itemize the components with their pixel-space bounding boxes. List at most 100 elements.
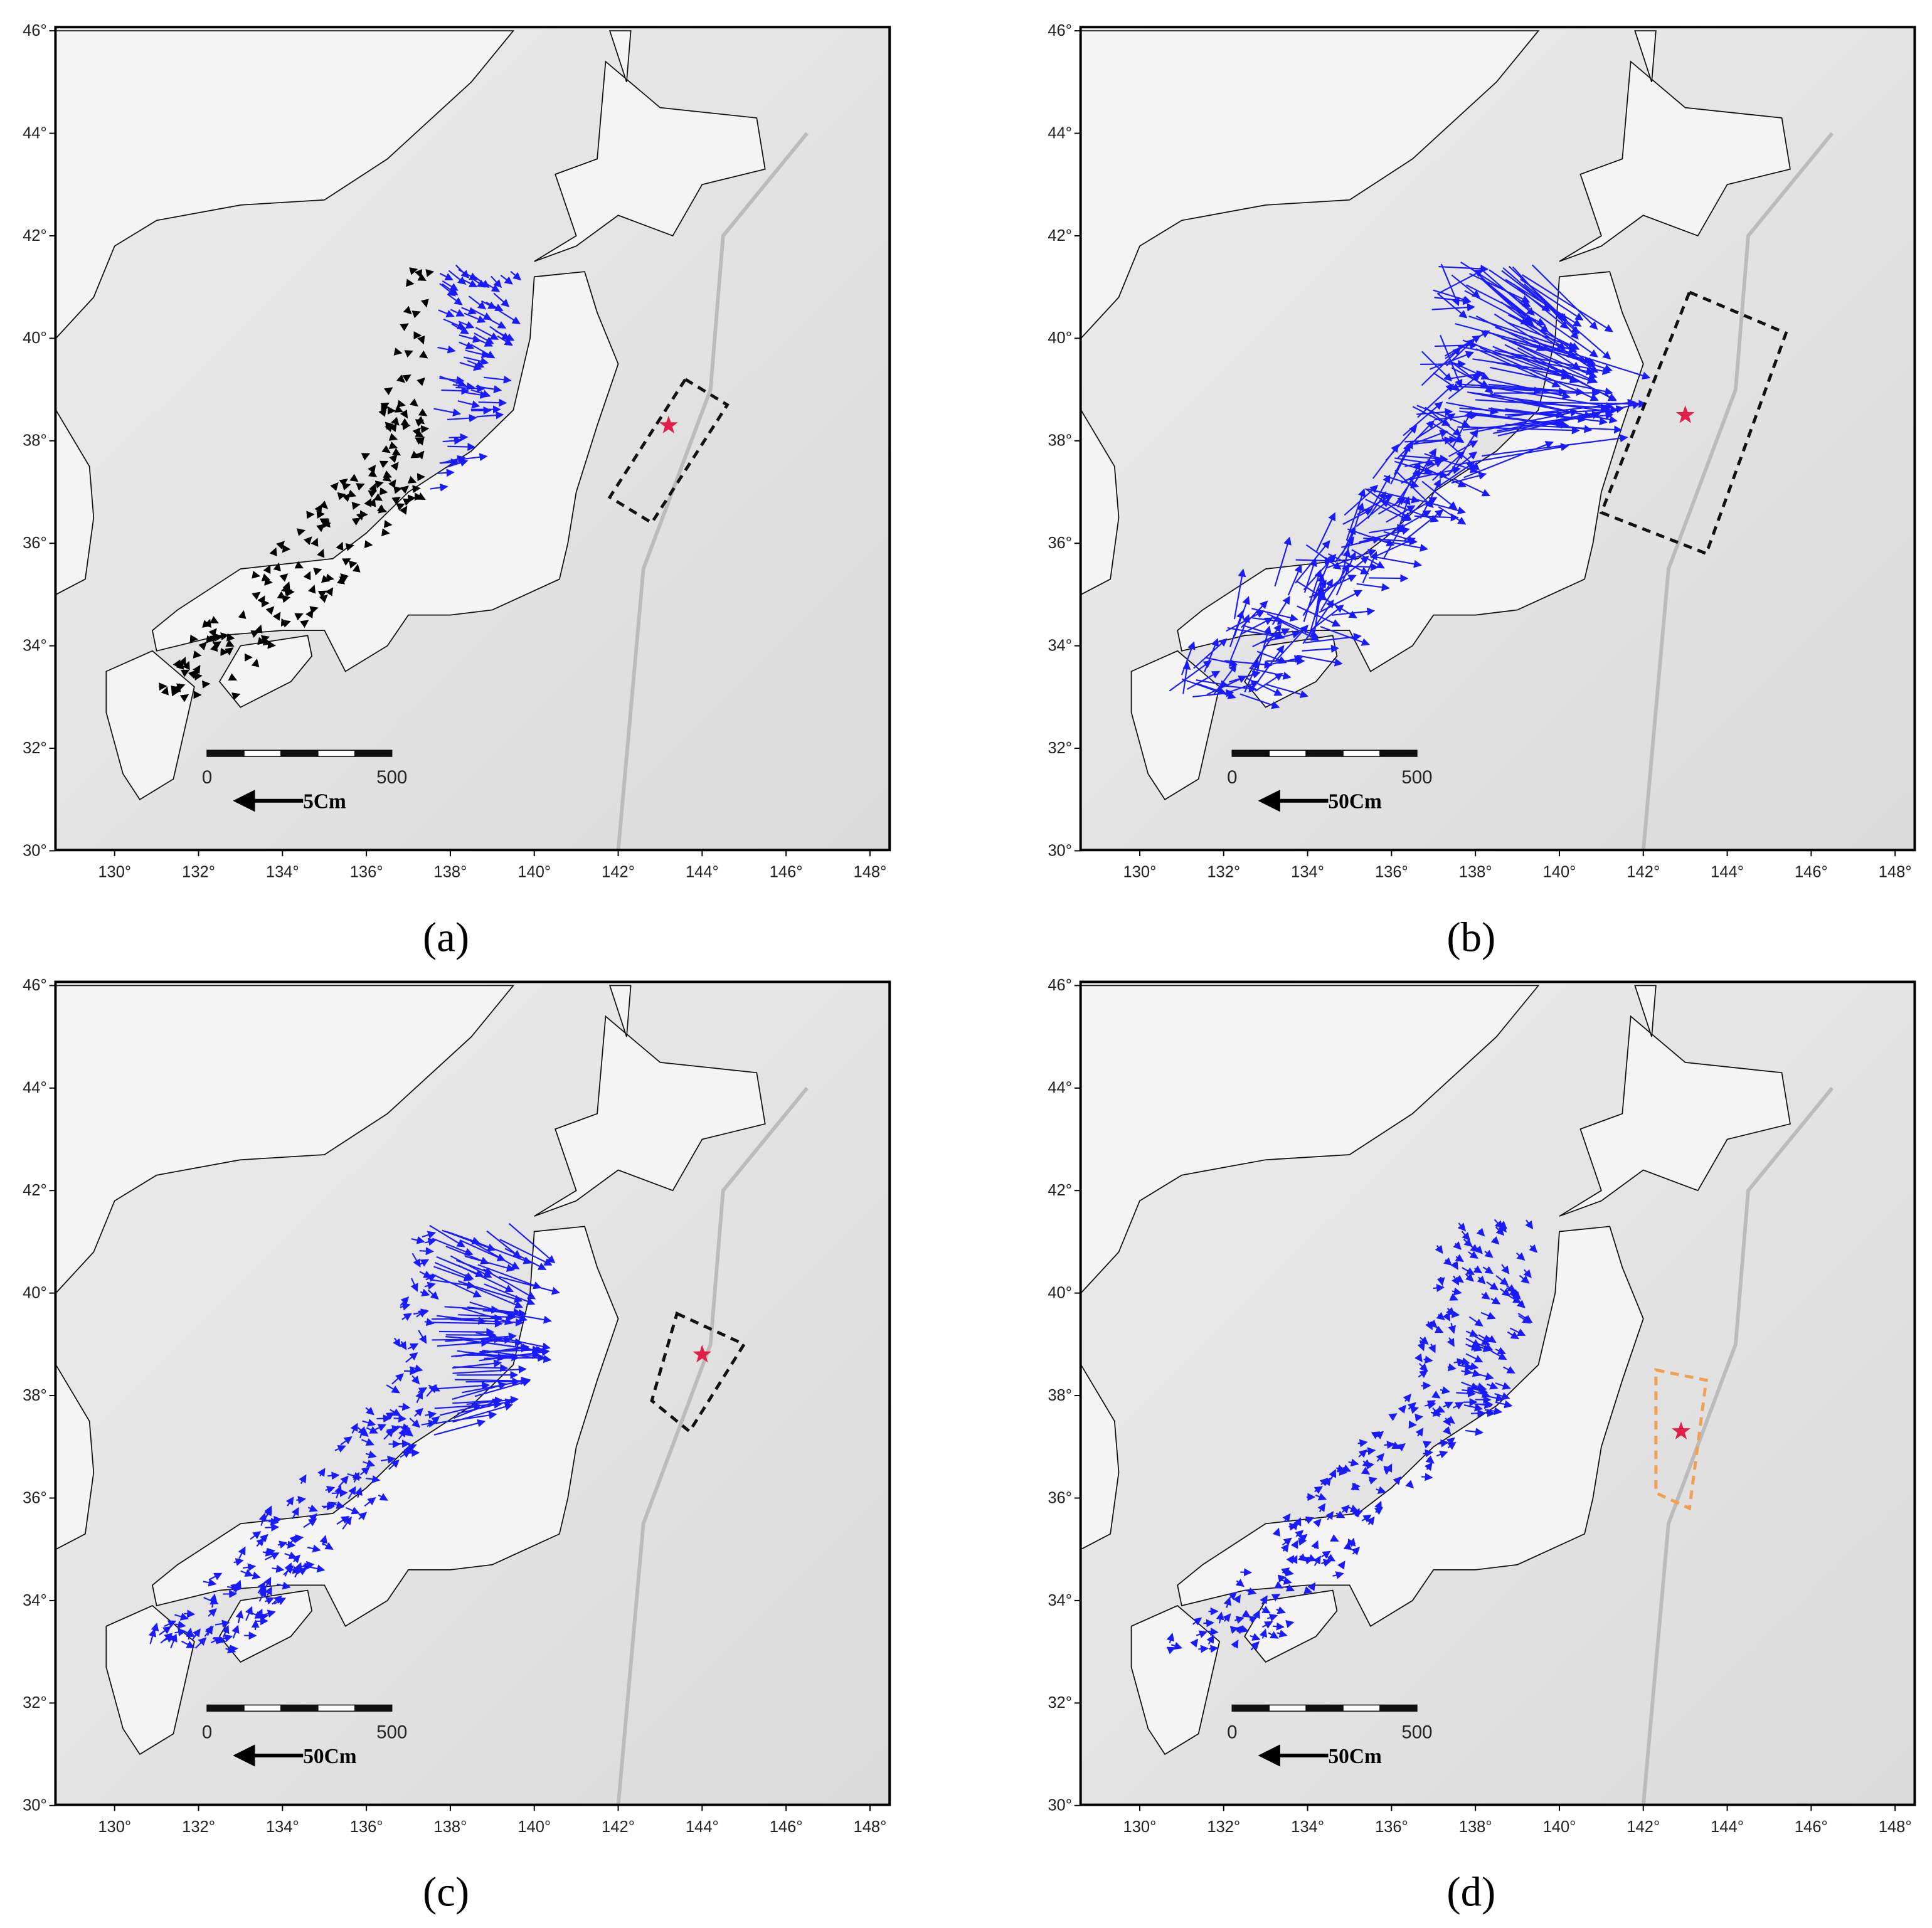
map-frame — [54, 26, 891, 852]
vector — [483, 1268, 536, 1300]
lat-tick-label: 42° — [1048, 1182, 1072, 1199]
vector — [439, 375, 467, 388]
lon-tick-label: 130° — [98, 864, 131, 881]
vector — [1346, 488, 1366, 541]
lon-tick-label: 144° — [686, 1818, 719, 1836]
vector — [1339, 548, 1351, 583]
vector — [212, 641, 222, 649]
vector — [210, 1637, 223, 1645]
vector — [389, 454, 398, 463]
vector — [1250, 1641, 1260, 1651]
vector — [1234, 1625, 1243, 1634]
vector — [310, 538, 319, 547]
epicenter — [1675, 405, 1695, 423]
vector — [411, 1253, 421, 1268]
vector — [1443, 1257, 1452, 1266]
vector — [400, 418, 410, 426]
vector — [174, 1613, 189, 1621]
vector — [1302, 599, 1334, 644]
vector — [441, 386, 470, 395]
vector — [285, 1496, 294, 1507]
vector — [474, 332, 494, 344]
vector — [1446, 1307, 1455, 1316]
lat-tick-label: 36° — [23, 534, 47, 552]
vector — [1315, 512, 1336, 553]
vector — [458, 320, 475, 329]
lat-tick-label: 34° — [1048, 1592, 1072, 1609]
vector — [403, 305, 412, 315]
vector — [1423, 1449, 1433, 1458]
vector — [416, 1309, 427, 1318]
vector — [1282, 1513, 1291, 1523]
vector — [1330, 1534, 1339, 1542]
vector — [1494, 1392, 1510, 1401]
vector — [478, 398, 507, 407]
vector — [1206, 1634, 1214, 1645]
vector — [1347, 528, 1395, 547]
vector — [455, 1343, 530, 1357]
vector — [433, 1419, 486, 1436]
vector — [1498, 1222, 1507, 1233]
vector — [388, 1459, 400, 1470]
vector — [225, 647, 234, 656]
vector — [272, 1564, 285, 1573]
vector — [1461, 1381, 1480, 1390]
lon-tick-label: 136° — [350, 864, 383, 881]
vector — [1398, 1404, 1406, 1414]
vector — [1280, 1543, 1289, 1553]
vector — [1501, 1264, 1510, 1274]
vector — [306, 511, 315, 519]
land — [1634, 30, 1657, 83]
epicenter — [659, 415, 678, 433]
vector — [1421, 1473, 1433, 1481]
vector — [342, 558, 351, 566]
vector — [1484, 1407, 1503, 1416]
vector — [1411, 430, 1448, 445]
vector — [1295, 1530, 1304, 1539]
vector — [1438, 506, 1467, 525]
vector — [407, 494, 417, 503]
vector — [1272, 1527, 1280, 1537]
vector — [401, 1313, 412, 1321]
vector — [1494, 313, 1581, 369]
vector — [452, 1359, 502, 1369]
vector — [325, 573, 334, 582]
land — [534, 60, 766, 262]
vector — [419, 350, 428, 359]
scale-segment — [354, 749, 393, 757]
vector — [1358, 1449, 1367, 1458]
vector — [313, 568, 322, 576]
vector — [469, 1239, 520, 1269]
vector — [464, 1255, 516, 1272]
scale-segment — [1231, 1704, 1270, 1712]
lat-tick-label: 38° — [1048, 432, 1072, 450]
scale-start: 0 — [1227, 1722, 1237, 1743]
vector — [465, 349, 490, 359]
vector — [265, 606, 275, 615]
land — [55, 30, 515, 596]
vector — [452, 1382, 507, 1400]
vector — [303, 1518, 317, 1528]
vector — [374, 480, 384, 489]
vector — [364, 1497, 376, 1507]
vector — [323, 1502, 337, 1510]
vector — [1447, 1441, 1457, 1450]
scale-segment — [1305, 749, 1344, 757]
vector — [330, 482, 339, 491]
scale-segment — [206, 1704, 245, 1712]
panel-label: (c) — [423, 1869, 469, 1915]
vector — [1400, 455, 1448, 463]
vector — [208, 1608, 217, 1617]
vector — [1268, 1631, 1279, 1639]
vector — [407, 475, 417, 484]
vector — [1290, 1521, 1299, 1530]
vector — [1323, 1477, 1332, 1486]
vector — [1430, 1409, 1442, 1417]
vector — [342, 482, 351, 490]
vector — [1414, 1353, 1423, 1363]
scale-end: 500 — [376, 767, 407, 788]
vector — [347, 1471, 363, 1480]
vector — [1407, 1402, 1416, 1411]
lon-tick-label: 136° — [1375, 1818, 1408, 1836]
vector — [220, 632, 230, 640]
